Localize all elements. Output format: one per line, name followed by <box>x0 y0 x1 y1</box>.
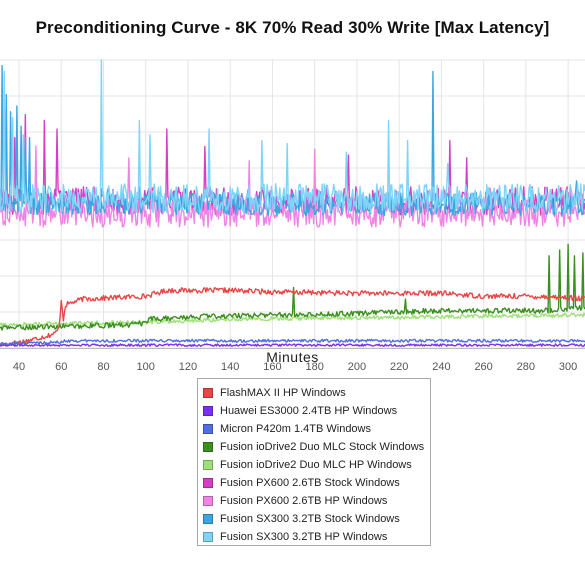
x-tick-label: 240 <box>432 361 450 373</box>
x-tick-label: 100 <box>137 361 155 373</box>
legend-item[interactable]: Fusion PX600 2.6TB HP Windows <box>203 492 430 510</box>
legend-item[interactable]: Fusion ioDrive2 Duo MLC HP Windows <box>203 456 430 474</box>
x-tick-label: 160 <box>263 361 281 373</box>
x-tick-label: 220 <box>390 361 408 373</box>
series-line <box>0 59 585 214</box>
legend-swatch <box>203 388 213 398</box>
legend-label: Fusion PX600 2.6TB HP Windows <box>220 495 388 507</box>
legend-swatch <box>203 406 213 416</box>
x-tick-label: 280 <box>517 361 535 373</box>
legend-item[interactable]: Fusion PX600 2.6TB Stock Windows <box>203 474 430 492</box>
series-line <box>0 338 585 346</box>
legend-swatch <box>203 442 213 452</box>
x-tick-label: 80 <box>97 361 109 373</box>
legend-label: Fusion SX300 3.2TB Stock Windows <box>220 513 400 525</box>
legend-label: Fusion ioDrive2 Duo MLC Stock Windows <box>220 441 425 453</box>
legend-item[interactable]: Fusion SX300 3.2TB Stock Windows <box>203 510 430 528</box>
legend-label: Fusion SX300 3.2TB HP Windows <box>220 531 388 543</box>
legend-label: Fusion ioDrive2 Duo MLC HP Windows <box>220 459 412 471</box>
legend-swatch <box>203 478 213 488</box>
x-tick-label: 60 <box>55 361 67 373</box>
legend-label: Micron P420m 1.4TB Windows <box>220 423 371 435</box>
x-axis-label: Minutes <box>266 349 319 365</box>
series-line <box>0 312 585 328</box>
x-tick-label: 300 <box>559 361 577 373</box>
legend-swatch <box>203 514 213 524</box>
series-lines <box>0 59 585 347</box>
x-tick-label: 200 <box>348 361 366 373</box>
series-line <box>0 131 585 228</box>
legend-item[interactable]: Micron P420m 1.4TB Windows <box>203 420 430 438</box>
legend-swatch <box>203 460 213 470</box>
x-tick-label: 180 <box>305 361 323 373</box>
x-tick-label: 140 <box>221 361 239 373</box>
series-line <box>0 243 585 331</box>
series-line <box>0 287 585 347</box>
legend-item[interactable]: Huawei ES3000 2.4TB HP Windows <box>203 402 430 420</box>
legend-label: Huawei ES3000 2.4TB HP Windows <box>220 405 398 417</box>
legend-swatch <box>203 496 213 506</box>
legend-swatch <box>203 424 213 434</box>
x-tick-label: 40 <box>13 361 25 373</box>
x-tick-label: 120 <box>179 361 197 373</box>
legend-item[interactable]: FlashMAX II HP Windows <box>203 384 430 402</box>
line-chart: 40 60 80 100 120 140 160 180 200 220 240 260 280 300 <box>0 59 585 373</box>
chart-title: Preconditioning Curve - 8K 70% Read 30% … <box>35 18 550 37</box>
legend-item[interactable]: Fusion SX300 3.2TB HP Windows <box>203 528 430 546</box>
x-tick-label: 260 <box>474 361 492 373</box>
legend-swatch <box>203 532 213 542</box>
legend: FlashMAX II HP Windows Huawei ES3000 2.4T… <box>197 378 431 546</box>
x-axis: 40 60 80 100 120 140 160 180 200 220 240 260 280 300 <box>0 348 585 373</box>
legend-item[interactable]: Fusion ioDrive2 Duo MLC Stock Windows <box>203 438 430 456</box>
series-line <box>0 343 585 347</box>
legend-label: FlashMAX II HP Windows <box>220 387 346 399</box>
legend-label: Fusion PX600 2.6TB Stock Windows <box>220 477 400 489</box>
